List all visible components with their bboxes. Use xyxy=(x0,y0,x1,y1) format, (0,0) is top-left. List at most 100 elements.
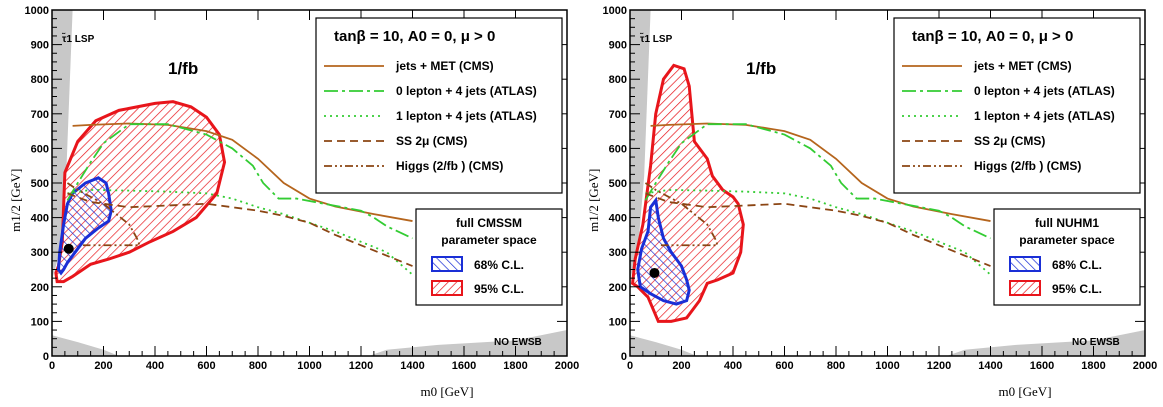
no-ewsb-region xyxy=(368,330,567,356)
swatch-95cl xyxy=(431,280,463,296)
y-tick-label: 1000 xyxy=(603,5,627,17)
left-chart-panel: 0 200 400 600 800 1000 1200 1400 1600 1800 2000 0 10… xyxy=(0,0,580,407)
x-tick-label: 400 xyxy=(724,360,742,372)
legend-entry-label: 1 lepton + 4 jets (ATLAS) xyxy=(974,109,1115,123)
y-tick-label: 900 xyxy=(31,40,49,52)
x-tick-label: 0 xyxy=(49,360,55,372)
line-1lepton-atlas xyxy=(645,189,992,276)
line-higgs-cms xyxy=(644,182,719,247)
x-tick-label: 1800 xyxy=(503,360,527,372)
legend-entry-label: Higgs (2/fb ) (CMS) xyxy=(396,159,503,173)
x-tick-label: 1200 xyxy=(349,360,373,372)
x-axis-label: m0 [GeV] xyxy=(420,384,473,399)
lower-left-gray-region xyxy=(630,335,697,356)
x-tick-label: 1200 xyxy=(927,360,951,372)
x-tick-label: 1600 xyxy=(452,360,476,372)
x-tick-label: 2000 xyxy=(1133,360,1157,372)
right-chart-svg: 0 200 400 600 800 1000 1200 1400 1600 1800 2000 0 10… xyxy=(586,5,1157,399)
y-tick-label: 300 xyxy=(609,247,627,259)
legend-entry-label: jets + MET (CMS) xyxy=(395,59,494,73)
y-tick-label: 300 xyxy=(31,247,49,259)
lower-left-gray-region xyxy=(52,335,119,356)
y-tick-label: 600 xyxy=(609,143,627,155)
line-0lepton-atlas xyxy=(66,123,413,240)
y-tick-label: 500 xyxy=(609,178,627,190)
y-tick-label: 400 xyxy=(31,213,49,225)
line-ss2mu-cms xyxy=(67,192,413,267)
fit-box-title-line2: parameter space xyxy=(1019,233,1115,247)
y-tick-label: 200 xyxy=(31,282,49,294)
y-tick-label: 100 xyxy=(609,316,627,328)
stau-lsp-label: τ̃1 LSP xyxy=(639,32,672,45)
legend-entry-label: 0 lepton + 4 jets (ATLAS) xyxy=(396,84,537,98)
line-jets-met-cms xyxy=(650,122,991,222)
label-95cl: 95% C.L. xyxy=(1052,282,1102,296)
x-tick-label: 0 xyxy=(627,360,633,372)
x-tick-label: 400 xyxy=(146,360,164,372)
stau-lsp-region xyxy=(52,10,73,280)
x-tick-label: 600 xyxy=(197,360,215,372)
y-tick-label: 400 xyxy=(609,213,627,225)
y-tick-label: 700 xyxy=(31,109,49,121)
legend-entry-label: jets + MET (CMS) xyxy=(973,59,1072,73)
x-tick-label: 800 xyxy=(827,360,845,372)
line-jets-met-cms xyxy=(72,122,413,222)
luminosity-label: 1/fb xyxy=(746,59,776,78)
y-tick-label: 800 xyxy=(609,74,627,86)
y-tick-label: 700 xyxy=(609,109,627,121)
legend-entry-label: Higgs (2/fb ) (CMS) xyxy=(974,159,1081,173)
luminosity-label: 1/fb xyxy=(168,59,198,78)
best-fit-point xyxy=(63,243,74,254)
label-68cl: 68% C.L. xyxy=(1052,258,1102,272)
x-tick-label: 600 xyxy=(775,360,793,372)
best-fit-point xyxy=(649,267,660,278)
fit-box-title-line1: full NUHM1 xyxy=(1035,216,1099,230)
legend-entry-label: SS 2μ (CMS) xyxy=(974,134,1045,148)
y-axis-label: m1/2 [GeV] xyxy=(586,169,601,232)
legend-title: tanβ = 10, A0 = 0, μ > 0 xyxy=(334,28,495,45)
swatch-68cl xyxy=(431,256,463,272)
y-tick-label: 1000 xyxy=(25,5,49,17)
line-1lepton-atlas xyxy=(67,189,414,276)
legend-entry-label: 0 lepton + 4 jets (ATLAS) xyxy=(974,84,1115,98)
x-tick-label: 1800 xyxy=(1081,360,1105,372)
no-ewsb-label: NO EWSB xyxy=(494,337,542,348)
legend-entry-label: SS 2μ (CMS) xyxy=(396,134,467,148)
contour-68cl xyxy=(636,196,691,306)
left-chart-svg: 0 200 400 600 800 1000 1200 1400 1600 1800 2000 0 10… xyxy=(8,5,579,399)
legend-box xyxy=(893,17,1141,194)
line-higgs-cms xyxy=(66,182,141,247)
x-tick-label: 200 xyxy=(672,360,690,372)
x-tick-label: 1000 xyxy=(875,360,899,372)
swatch-95cl xyxy=(1009,280,1041,296)
x-tick-label: 1400 xyxy=(978,360,1002,372)
no-ewsb-label: NO EWSB xyxy=(1072,337,1120,348)
x-tick-label: 1000 xyxy=(297,360,321,372)
y-tick-label: 0 xyxy=(43,351,49,363)
y-tick-label: 800 xyxy=(31,74,49,86)
right-chart-panel: 0 200 400 600 800 1000 1200 1400 1600 1800 2000 0 10… xyxy=(578,0,1158,407)
x-axis-label: m0 [GeV] xyxy=(998,384,1051,399)
y-tick-label: 600 xyxy=(31,143,49,155)
x-tick-label: 2000 xyxy=(555,360,579,372)
x-tick-label: 1400 xyxy=(400,360,424,372)
y-tick-label: 500 xyxy=(31,178,49,190)
fit-box-title-line1: full CMSSM xyxy=(456,216,522,230)
stau-lsp-label: τ̃1 LSP xyxy=(61,32,94,45)
y-tick-label: 200 xyxy=(609,282,627,294)
legend-entry-label: 1 lepton + 4 jets (ATLAS) xyxy=(396,109,537,123)
label-68cl: 68% C.L. xyxy=(474,258,524,272)
label-95cl: 95% C.L. xyxy=(474,282,524,296)
line-ss2mu-cms xyxy=(645,192,991,267)
y-tick-label: 0 xyxy=(621,351,627,363)
legend-box xyxy=(315,17,563,194)
x-tick-label: 800 xyxy=(249,360,267,372)
no-ewsb-region xyxy=(946,330,1145,356)
fit-box-title-line2: parameter space xyxy=(441,233,537,247)
y-axis-label: m1/2 [GeV] xyxy=(8,169,23,232)
x-tick-label: 200 xyxy=(94,360,112,372)
legend-title: tanβ = 10, A0 = 0, μ > 0 xyxy=(912,28,1073,45)
y-tick-label: 900 xyxy=(609,40,627,52)
line-0lepton-atlas xyxy=(644,123,991,240)
swatch-68cl xyxy=(1009,256,1041,272)
